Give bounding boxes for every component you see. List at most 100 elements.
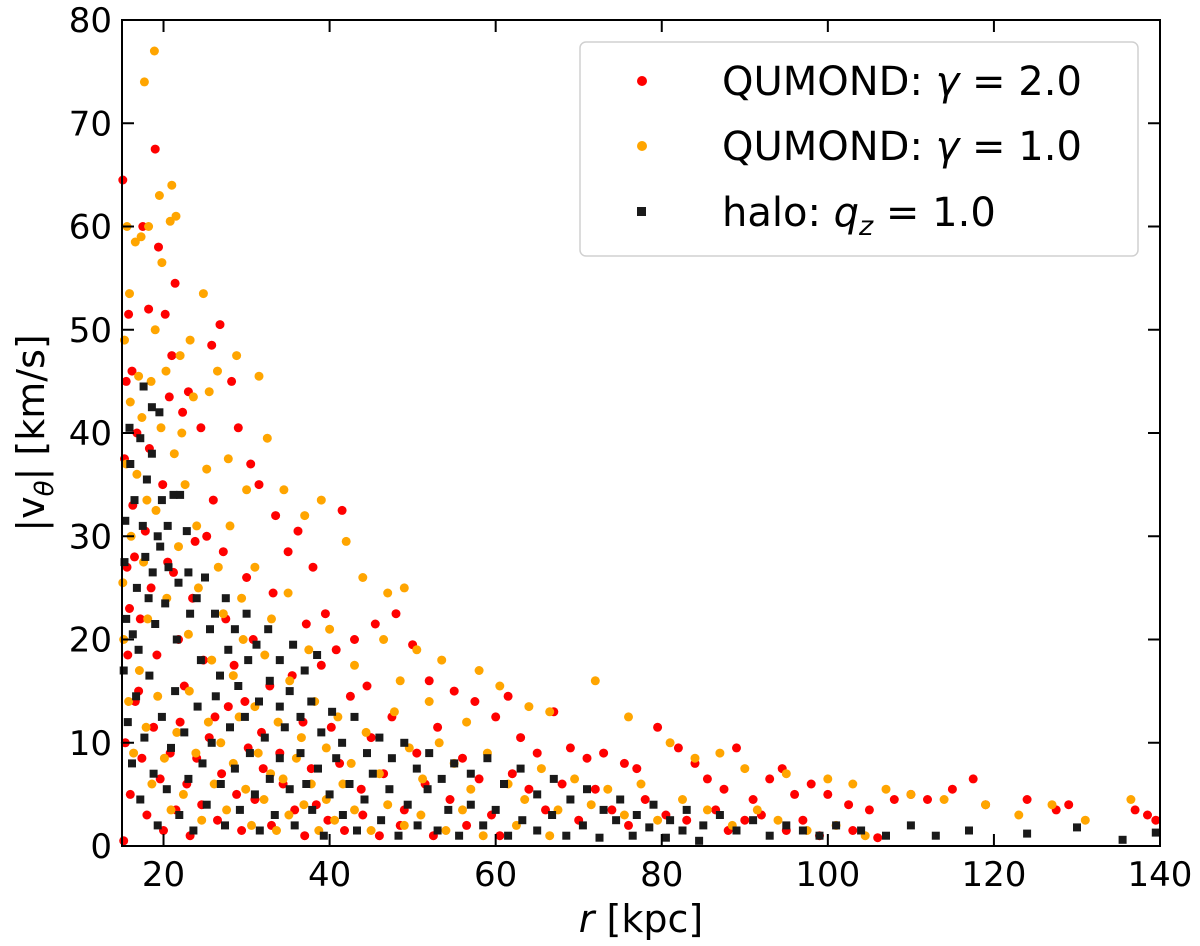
data-point xyxy=(142,475,151,484)
data-point xyxy=(196,656,205,665)
data-point xyxy=(198,289,208,299)
data-point xyxy=(699,821,708,830)
data-point xyxy=(156,423,166,433)
data-point xyxy=(507,769,517,779)
data-point xyxy=(548,811,557,819)
data-point xyxy=(632,764,642,774)
data-point xyxy=(968,774,978,784)
data-point xyxy=(375,733,384,742)
data-point xyxy=(740,815,750,825)
data-point xyxy=(272,826,281,835)
data-point xyxy=(197,815,207,825)
data-point xyxy=(207,655,217,665)
plot-frame xyxy=(121,19,1161,847)
data-point xyxy=(466,784,476,794)
data-point xyxy=(350,712,359,721)
data-point xyxy=(285,785,294,794)
y-tick-label: 50 xyxy=(69,311,112,351)
data-point xyxy=(524,702,534,712)
data-point xyxy=(172,727,182,737)
data-point xyxy=(300,831,310,841)
data-point xyxy=(338,738,347,747)
data-point xyxy=(873,833,883,843)
data-point xyxy=(174,542,183,552)
data-point xyxy=(645,823,654,832)
data-point xyxy=(536,764,546,774)
data-point xyxy=(462,820,472,830)
data-point xyxy=(653,815,663,825)
data-point xyxy=(389,707,399,717)
data-point xyxy=(495,831,505,841)
data-point xyxy=(483,754,492,763)
data-point xyxy=(518,816,527,825)
data-point xyxy=(947,784,957,794)
data-point xyxy=(308,805,317,814)
data-point xyxy=(345,780,354,788)
data-point xyxy=(203,717,213,727)
data-point xyxy=(190,536,200,546)
data-point xyxy=(306,764,316,774)
data-point xyxy=(158,480,168,490)
data-point xyxy=(169,490,178,499)
data-point xyxy=(139,77,149,87)
y-tick-label: 10 xyxy=(69,724,112,764)
data-point xyxy=(466,769,475,778)
data-point xyxy=(207,738,216,747)
data-point xyxy=(545,707,555,717)
data-point xyxy=(965,826,973,835)
data-point xyxy=(262,433,272,443)
data-point xyxy=(666,816,675,825)
data-point xyxy=(815,831,824,840)
legend-marker-qumond-gamma-1 xyxy=(637,141,647,151)
data-point xyxy=(823,774,833,784)
data-point xyxy=(170,278,180,288)
data-point xyxy=(182,527,191,536)
data-point xyxy=(325,624,335,634)
data-point xyxy=(317,728,326,737)
data-point xyxy=(138,521,147,530)
data-point xyxy=(275,702,284,711)
data-point xyxy=(167,180,177,190)
data-point xyxy=(206,625,214,634)
data-point xyxy=(765,774,775,784)
data-point xyxy=(612,816,621,825)
data-point xyxy=(185,335,195,345)
data-point xyxy=(192,594,201,603)
data-point xyxy=(215,320,225,330)
data-point xyxy=(906,821,915,830)
data-point xyxy=(135,614,145,624)
data-point xyxy=(470,697,480,706)
data-point xyxy=(296,749,305,758)
data-point xyxy=(590,784,600,794)
data-point xyxy=(773,815,783,825)
data-point xyxy=(221,594,230,603)
data-point xyxy=(211,609,219,618)
data-point xyxy=(184,774,193,783)
data-point xyxy=(222,805,232,815)
data-point xyxy=(790,789,800,799)
data-point xyxy=(275,754,284,763)
data-point xyxy=(143,614,153,624)
data-point xyxy=(570,774,580,784)
data-point xyxy=(532,748,542,758)
data-point xyxy=(416,810,426,820)
data-point xyxy=(1047,800,1057,810)
data-point xyxy=(186,609,195,618)
data-point xyxy=(162,785,171,794)
data-point xyxy=(232,351,242,361)
legend-box xyxy=(579,41,1139,257)
data-point xyxy=(160,309,170,319)
data-point xyxy=(353,826,361,835)
data-point xyxy=(1126,795,1136,804)
data-point xyxy=(340,826,349,835)
data-point xyxy=(125,289,134,299)
legend-marker-qumond-gamma-2 xyxy=(637,76,647,86)
data-point xyxy=(216,780,225,788)
data-point xyxy=(172,635,181,644)
data-point xyxy=(1022,795,1032,804)
legend-marker-halo xyxy=(637,207,646,216)
data-point xyxy=(279,485,289,495)
data-point xyxy=(524,784,534,794)
data-point xyxy=(163,521,172,530)
axis-ticks: 20 40 60 80 100 120 140 0 10 20 30 40 50 60 70 80 xyxy=(69,1,1193,895)
